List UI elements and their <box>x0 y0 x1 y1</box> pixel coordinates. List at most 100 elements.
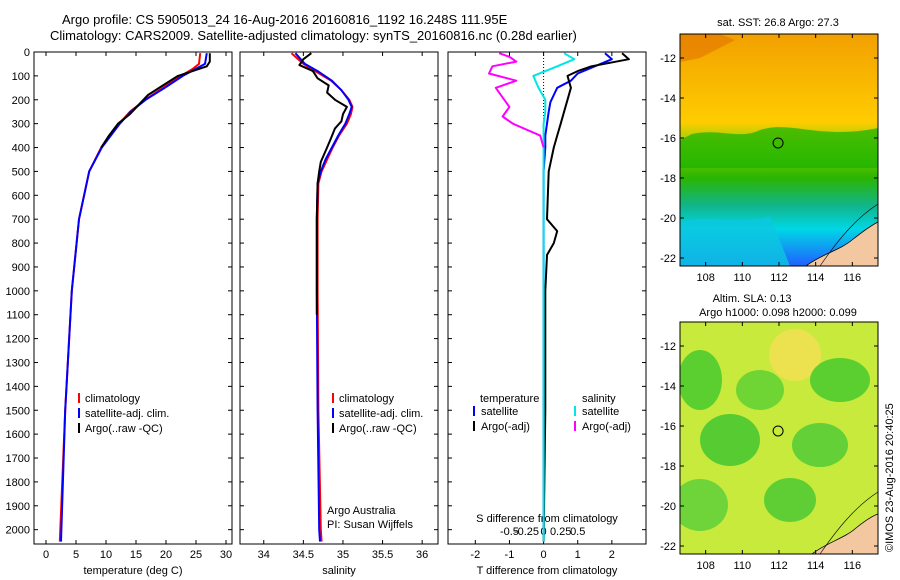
map-x-tick-label: 114 <box>807 272 825 284</box>
map-x-tick-label: 112 <box>770 272 788 284</box>
x-tick-label: 35.5 <box>372 549 393 561</box>
x-tick-label: 25 <box>190 549 202 561</box>
map-x-tick-label: 110 <box>734 272 752 284</box>
sst-cyan-patch <box>680 216 790 266</box>
y-tick-label: 1900 <box>6 501 30 513</box>
legend-label: Argo(-adj) <box>481 421 530 433</box>
series-line <box>532 52 576 542</box>
legend-label: temperature <box>480 393 539 405</box>
x-tick-label: 0 <box>541 549 547 561</box>
map-y-tick-label: -12 <box>660 341 676 353</box>
panel-frame <box>239 51 439 545</box>
map-x-tick-label: 114 <box>807 560 825 572</box>
x-tick-label: 1 <box>575 549 581 561</box>
sla-low-patch <box>764 478 816 522</box>
x-tick-label: 20 <box>160 549 172 561</box>
x-tick-label: 35 <box>337 549 349 561</box>
x-tick-label: 34.5 <box>293 549 314 561</box>
map-x-tick-label: 116 <box>844 272 862 284</box>
map-y-tick-label: -22 <box>660 541 676 553</box>
x-tick-label: 15 <box>130 549 142 561</box>
map-y-tick-label: -18 <box>660 173 676 185</box>
x-tick-label: 0 <box>43 549 49 561</box>
sst-bathymetry-contour <box>819 203 878 266</box>
map-y-tick-label: -22 <box>660 253 676 265</box>
secondary-axis-label: S difference from climatology <box>476 513 618 525</box>
y-tick-label: 600 <box>12 190 30 202</box>
series-line <box>542 52 613 542</box>
panel-salinity: 34 34.5 35 35.5 36 salinity climatology satelli… <box>239 51 439 577</box>
map-x-tick-label: 116 <box>844 560 862 572</box>
panel-difference: -2 -1 0 1 2 T difference from climatology -0.5… <box>447 51 647 577</box>
map-y-tick-label: -14 <box>660 93 676 105</box>
legend-label: satellite-adj. clim. <box>339 408 423 420</box>
secondary-tick-label: -0.5 <box>500 526 519 538</box>
sst-coastline <box>805 221 878 266</box>
sla-map <box>680 322 878 554</box>
legend-label: climatology <box>339 393 395 405</box>
map-x-tick-label: 108 <box>696 272 714 284</box>
map-axes-sla: 108 110 112 114 116 -12 -14 -16 -18 -20 -22 <box>660 321 879 572</box>
sla-low-patch <box>792 423 848 467</box>
y-tick-label: 700 <box>12 214 30 226</box>
x-tick-label: 34 <box>258 549 270 561</box>
secondary-tick-label: 0.5 <box>570 526 585 538</box>
y-tick-label: 0 <box>24 47 30 59</box>
panel-frame <box>447 51 647 545</box>
map-x-tick-label: 112 <box>770 560 788 572</box>
legend-label: Argo(..raw -QC) <box>339 423 417 435</box>
argo-location-marker <box>772 425 784 437</box>
x-tick-label: -1 <box>505 549 515 561</box>
sst-warm-patch <box>680 34 735 62</box>
sst-map-title: sat. SST: 26.8 Argo: 27.3 <box>717 17 839 29</box>
y-tick-label: 1600 <box>6 429 30 441</box>
x-axis-label: T difference from climatology <box>477 565 618 577</box>
sla-low-patch <box>810 358 870 402</box>
y-tick-label: 2000 <box>6 525 30 537</box>
legend-label: satellite-adj. clim. <box>85 408 169 420</box>
y-tick-label: 1800 <box>6 477 30 489</box>
map-y-tick-label: -12 <box>660 53 676 65</box>
y-tick-label: 1100 <box>6 310 30 322</box>
x-axis-label: temperature (deg C) <box>83 565 182 577</box>
map-axes-sst: 108 110 112 114 116 -12 -14 -16 -18 -20 -22 <box>660 33 879 284</box>
legend-label: satellite <box>481 406 518 418</box>
sla-low-patch <box>700 414 760 466</box>
sla-bathymetry-contour <box>819 491 878 554</box>
legend-label: Argo(-adj) <box>582 421 631 433</box>
annotation-text: Argo Australia <box>327 505 396 517</box>
series-line <box>58 53 202 542</box>
x-tick-label: 10 <box>100 549 112 561</box>
legend-label: salinity <box>582 393 616 405</box>
y-tick-label: 300 <box>12 119 30 131</box>
series-line <box>294 52 353 542</box>
x-axis-label: salinity <box>322 565 356 577</box>
sla-map-title: Altim. SLA: 0.13 <box>713 293 792 305</box>
profile-title: Argo profile: CS 5905013_24 16-Aug-2016 … <box>62 12 508 27</box>
y-tick-label: 200 <box>12 95 30 107</box>
sla-low-patch <box>680 479 728 531</box>
imos-timestamp: ©IMOS 23-Aug-2016 20:40:25 <box>884 403 896 552</box>
y-tick-label: 1000 <box>6 286 30 298</box>
climatology-subtitle: Climatology: CARS2009. Satellite-adjuste… <box>50 28 577 43</box>
y-tick-label: 400 <box>12 143 30 155</box>
y-tick-label: 1500 <box>6 405 30 417</box>
y-tick-label: 100 <box>12 71 30 83</box>
annotation-text: PI: Susan Wijffels <box>327 519 413 531</box>
series-line <box>542 52 630 542</box>
series-line <box>100 53 211 149</box>
legend-label: climatology <box>85 393 141 405</box>
y-tick-label: 1700 <box>6 453 30 465</box>
x-tick-label: -2 <box>470 549 480 561</box>
series-line <box>60 53 208 542</box>
y-tick-label: 1400 <box>6 381 30 393</box>
x-tick-label: 30 <box>220 549 232 561</box>
y-tick-label: 500 <box>12 166 30 178</box>
map-y-tick-label: -20 <box>660 213 676 225</box>
sla-low-patch <box>680 350 722 410</box>
sla-map-subtitle: Argo h1000: 0.098 h2000: 0.099 <box>699 307 857 319</box>
argo-location-marker <box>772 137 784 149</box>
sla-low-patch <box>736 370 784 410</box>
